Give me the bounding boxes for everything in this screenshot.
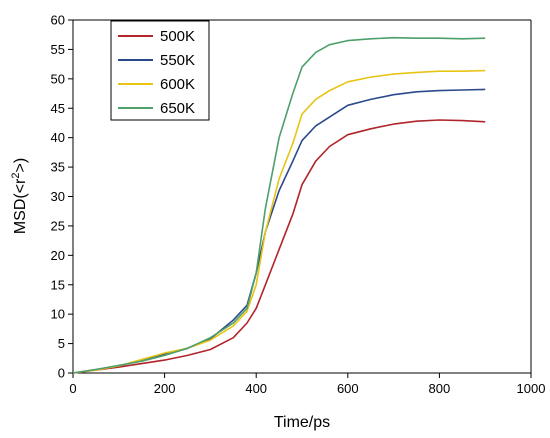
y-tick-label: 50 [51, 71, 65, 86]
legend: 500K 550K 600K 650K [110, 20, 210, 121]
x-tick-label: 400 [245, 381, 267, 396]
ticks-group: 0 200 400 600 800 1000 0 5 10 15 20 25 30 35 40 45 50 55 6… [51, 13, 546, 397]
legend-label-550k: 550K [160, 52, 195, 69]
y-tick-label: 40 [51, 130, 65, 145]
legend-label-600k: 600K [160, 76, 195, 93]
y-tick-label: 55 [51, 42, 65, 57]
series-line-600k [72, 69, 486, 374]
y-axis-title-suffix: >) [12, 158, 29, 173]
series-line-550k [72, 88, 486, 374]
series-line-650k [72, 36, 486, 374]
x-tick-label: 600 [337, 381, 359, 396]
legend-label-500k: 500K [160, 28, 195, 45]
series-layer [72, 36, 486, 374]
x-tick-label: 0 [69, 381, 76, 396]
y-tick-label: 60 [51, 13, 65, 28]
x-tick-label: 800 [429, 381, 451, 396]
y-tick-label: 25 [51, 218, 65, 233]
series-line-500k [72, 119, 486, 374]
y-tick-label: 30 [51, 189, 65, 204]
y-axis-title-sup: 2 [10, 172, 22, 178]
legend-label-650k: 650K [160, 100, 195, 117]
y-tick-label: 5 [58, 336, 65, 351]
y-tick-label: 35 [51, 160, 65, 175]
x-tick-label: 200 [154, 381, 176, 396]
y-tick-label: 20 [51, 248, 65, 263]
x-tick-label: 1000 [517, 381, 546, 396]
y-tick-label: 0 [58, 366, 65, 381]
y-tick-label: 15 [51, 277, 65, 292]
y-axis-title: MSD(<r2>) [10, 158, 29, 234]
x-axis-title: Time/ps [274, 414, 330, 431]
y-tick-label: 45 [51, 101, 65, 116]
legend-box [110, 20, 210, 121]
legend-items: 500K 550K 600K 650K [118, 28, 195, 117]
y-axis-title-prefix: MSD(<r [12, 178, 29, 234]
y-tick-label: 10 [51, 307, 65, 322]
